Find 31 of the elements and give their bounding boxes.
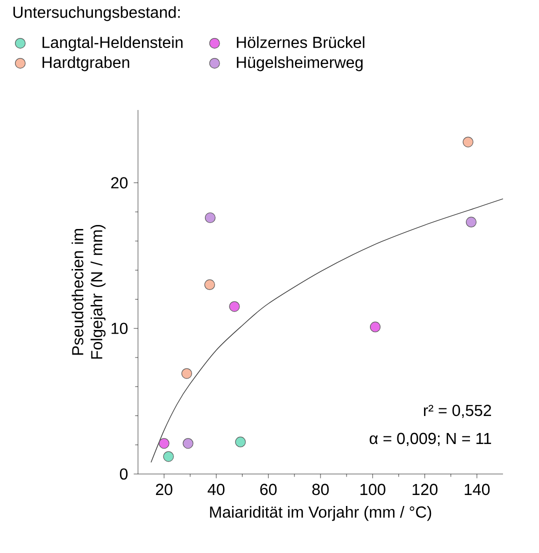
x-tick-label: 40 <box>208 484 224 496</box>
y-axis-title: Pseudothecien im Folgejahr (N / mm) <box>72 225 106 359</box>
y-tick-label: 0 <box>120 468 128 480</box>
point <box>204 279 215 290</box>
annotation: α = 0,009; N = 11 <box>370 432 492 446</box>
x-tick-label: 120 <box>412 484 438 496</box>
point <box>229 301 240 312</box>
y-tick-label: 20 <box>111 177 128 188</box>
point <box>158 438 170 449</box>
legend-label: Hölzernes Brückel <box>236 36 364 48</box>
point <box>466 216 476 228</box>
legend-label: Hügelsheimerweg <box>236 56 363 72</box>
point <box>204 212 216 224</box>
x-tick-label: 140 <box>464 484 490 496</box>
x-axis-title: Maiaridität im Vorjahr (mm / °C) <box>210 506 432 521</box>
x-tick-label: 80 <box>312 484 329 496</box>
x-tick-label: 100 <box>360 484 386 496</box>
x-tick-label: 20 <box>156 484 172 496</box>
x-tick-label: 60 <box>260 484 277 496</box>
legend-label: Hardtgraben <box>42 56 130 72</box>
legend-label: Langtal-Heldenstein <box>42 36 183 52</box>
point <box>182 438 194 449</box>
point <box>181 368 192 379</box>
annotation: r² = 0,552 <box>424 404 492 418</box>
line-series <box>150 198 504 463</box>
point <box>370 322 381 332</box>
point <box>235 436 246 448</box>
point <box>462 136 474 148</box>
point <box>163 451 174 462</box>
y-tick-label: 10 <box>112 322 128 334</box>
legend-title: Untersuchungsbestand: <box>13 6 180 22</box>
